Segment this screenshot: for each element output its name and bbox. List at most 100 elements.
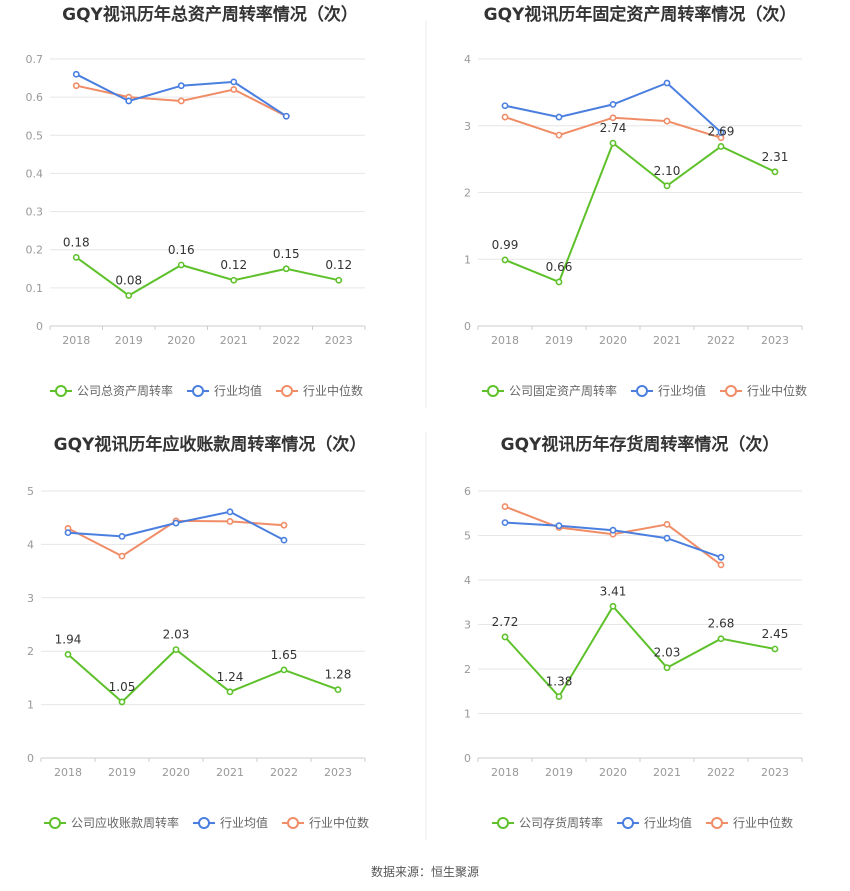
x-tick-label: 2023 [761,766,789,779]
chart-2: GQY视讯历年固定资产周转率情况（次） 0 1 2 3 4 2018 2019 2020 2021… [464,4,807,398]
legend-label-avg: 行业均值 [220,815,268,830]
x-tick-label: 2018 [491,334,519,347]
y-tick-label: 0.1 [26,282,44,295]
data-point-company [501,256,509,264]
y-tick-label: 4 [464,574,471,587]
data-point-company [230,276,238,284]
data-point-avg [280,536,288,544]
data-point-median [609,114,617,122]
x-tick-label: 2022 [707,334,735,347]
x-tick-label: 2020 [599,766,627,779]
data-point-company [717,635,725,643]
data-point-company [609,602,617,610]
data-point-avg [663,534,671,542]
data-point-avg [64,529,72,537]
data-label: 2.72 [492,615,519,629]
data-label: 0.12 [220,258,247,272]
data-label: 0.15 [273,247,300,261]
data-label: 0.16 [168,243,195,257]
chart-1: GQY视讯历年总资产周转率情况（次） 0 0.1 0.2 0.3 0.4 0.5 0.6 0.7… [26,4,366,398]
data-label: 0.12 [325,258,352,272]
y-tick-label: 4 [464,53,471,66]
data-label: 0.66 [546,260,573,274]
y-tick-label: 0.6 [26,91,44,104]
legend-marker-company [487,385,499,397]
data-point-company [172,646,180,653]
legend-marker-median [725,385,737,397]
x-tick-label: 2020 [167,334,195,347]
x-tick-label: 2018 [54,766,82,779]
data-point-avg [609,526,617,534]
data-label: 0.08 [115,273,142,287]
x-tick-label: 2019 [108,766,136,779]
data-point-median [226,518,234,525]
data-label: 2.03 [163,628,190,642]
x-tick-label: 2019 [115,334,143,347]
legend-label-avg: 行业均值 [214,383,262,398]
chart-title: GQY视讯历年存货周转率情况（次） [501,434,780,455]
data-point-median [118,552,126,560]
y-tick-label: 1 [464,253,471,266]
legend-marker-company [55,385,67,397]
x-tick-label: 2023 [324,766,352,779]
data-label: 2.31 [762,150,789,164]
x-tick-label: 2021 [216,766,244,779]
data-point-company [771,645,779,653]
y-tick-label: 0.3 [26,206,44,219]
data-point-avg [72,70,80,78]
data-point-avg [177,82,185,90]
data-point-company [334,686,342,694]
data-point-company [335,276,343,284]
data-label: 2.45 [762,627,789,641]
y-tick-label: 1 [464,708,471,721]
y-tick-label: 3 [27,592,34,605]
data-point-company [663,664,671,672]
legend-label-company: 公司固定资产周转率 [509,383,617,398]
y-tick-label: 3 [464,120,471,133]
y-tick-label: 0 [464,752,471,765]
legend-marker-median [711,817,723,829]
data-point-avg [501,519,509,526]
y-tick-label: 0 [464,320,471,333]
data-point-company [555,278,563,286]
y-tick-label: 0.7 [26,53,44,66]
data-label: 2.10 [654,164,681,178]
data-point-company [64,651,72,658]
data-point-company [282,265,290,273]
legend-marker-median [281,385,293,397]
x-tick-label: 2023 [761,334,789,347]
x-tick-label: 2022 [707,766,735,779]
legend-label-avg: 行业均值 [658,383,706,398]
legend-marker-avg [198,817,210,829]
data-point-avg [226,508,234,516]
legend-label-median: 行业中位数 [309,815,369,830]
x-tick-label: 2019 [545,766,573,779]
y-tick-label: 1 [27,699,34,712]
data-point-avg [501,102,509,110]
data-point-avg [282,112,290,120]
data-point-median [663,520,671,528]
data-point-avg [717,553,725,561]
legend-label-avg: 行业均值 [644,815,692,830]
legend-marker-avg [636,385,648,397]
legend-label-median: 行业中位数 [303,383,363,398]
data-point-company [717,143,725,150]
data-label: 1.28 [325,668,352,682]
legend-label-company: 公司存货周转率 [519,815,603,830]
legend-marker-avg [622,817,634,829]
data-point-company [555,693,563,700]
data-point-company [663,182,671,190]
data-point-company [280,666,288,674]
legend-label-company: 公司应收账款周转率 [71,815,179,830]
data-label: 3.41 [600,584,627,598]
y-tick-label: 6 [464,485,471,498]
data-label: 2.69 [708,124,735,138]
chart-title: GQY视讯历年总资产周转率情况（次） [62,4,358,25]
y-tick-label: 2 [27,645,34,658]
x-tick-label: 2020 [599,334,627,347]
data-label: 2.68 [708,617,735,631]
x-tick-label: 2021 [653,766,681,779]
source-note: 数据来源：恒生聚源 [371,864,479,879]
y-tick-label: 2 [464,663,471,676]
